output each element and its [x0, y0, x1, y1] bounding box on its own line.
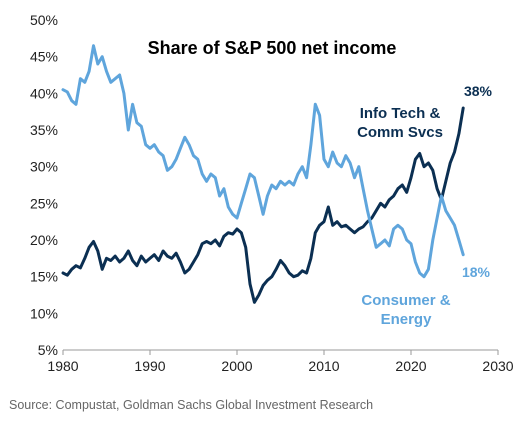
consumer-label-line-2: Energy	[381, 311, 433, 328]
y-tick-label: 5%	[38, 342, 58, 358]
x-tick-label: 2000	[221, 358, 252, 374]
y-tick-label: 30%	[30, 159, 58, 175]
series-lines	[61, 44, 465, 304]
x-tick-label: 2030	[482, 358, 513, 374]
y-tick-label: 35%	[30, 122, 58, 138]
series-line-consumer-energy	[61, 44, 465, 279]
series-line-info-tech	[61, 106, 465, 304]
y-tick-label: 10%	[30, 305, 58, 321]
x-tick-label: 2010	[308, 358, 339, 374]
x-tick-label: 1980	[47, 358, 78, 374]
source-note: Source: Compustat, Goldman Sachs Global …	[9, 398, 374, 412]
consumer-end-label: 18%	[462, 264, 491, 280]
consumer-label-line-1: Consumer &	[361, 292, 450, 309]
y-tick-label: 45%	[30, 49, 58, 65]
chart-title: Share of S&P 500 net income	[148, 38, 397, 58]
y-axis-tick-labels: 5% 10% 15% 20% 25% 30% 35% 40% 45% 50%	[30, 12, 58, 358]
y-tick-label: 25%	[30, 195, 58, 211]
info-tech-label-line-2: Comm Svcs	[357, 124, 443, 141]
y-tick-label: 40%	[30, 85, 58, 101]
info-tech-end-label: 38%	[464, 83, 493, 99]
x-tick-label: 2020	[395, 358, 426, 374]
x-axis-tick-labels: 1980 1990 2000 2010 2020 2030	[47, 350, 514, 374]
x-tick-label: 1990	[134, 358, 165, 374]
y-tick-label: 20%	[30, 232, 58, 248]
line-chart: 5% 10% 15% 20% 25% 30% 35% 40% 45% 50% 1980 1990 20…	[30, 12, 514, 374]
y-tick-label: 50%	[30, 12, 58, 28]
y-tick-label: 15%	[30, 269, 58, 285]
info-tech-label-line-1: Info Tech &	[360, 105, 441, 122]
